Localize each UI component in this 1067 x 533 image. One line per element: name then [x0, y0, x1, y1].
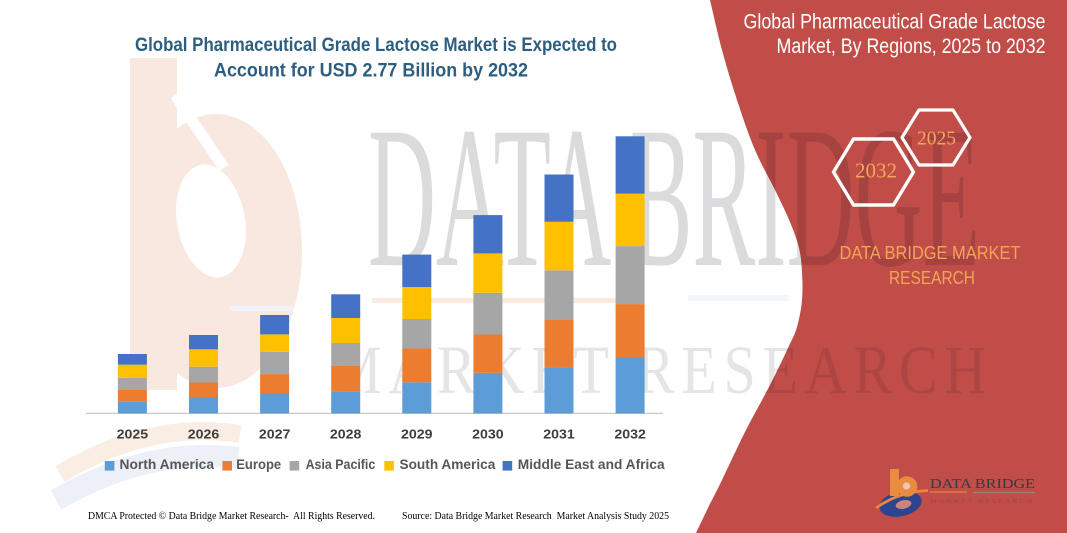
- svg-text:2026: 2026: [188, 427, 220, 442]
- svg-text:2025: 2025: [117, 427, 149, 442]
- svg-text:DMCA Protected © Data Bridge M: DMCA Protected © Data Bridge Market Rese…: [88, 511, 375, 522]
- svg-text:Market, By Regions, 2025 to 20: Market, By Regions, 2025 to 2032: [777, 35, 1046, 58]
- svg-text:Global Pharmaceutical Grade La: Global Pharmaceutical Grade Lactose Mark…: [135, 35, 617, 56]
- svg-text:Account for USD 2.77 Billion b: Account for USD 2.77 Billion by 2032: [214, 60, 528, 81]
- svg-text:Europe: Europe: [236, 457, 281, 472]
- svg-text:RESEARCH: RESEARCH: [889, 267, 975, 288]
- svg-text:2029: 2029: [401, 427, 433, 442]
- svg-text:Global Pharmaceutical Grade La: Global Pharmaceutical Grade Lactose: [744, 11, 1046, 34]
- svg-text:2025: 2025: [917, 129, 956, 150]
- svg-text:2032: 2032: [614, 427, 646, 442]
- svg-text:South America: South America: [400, 457, 496, 472]
- svg-text:2027: 2027: [259, 427, 291, 442]
- svg-text:MARKET RESEARCH: MARKET RESEARCH: [930, 498, 1034, 505]
- svg-text:2028: 2028: [330, 427, 362, 442]
- svg-text:Middle East and Africa: Middle East and Africa: [518, 457, 665, 472]
- svg-text:North America: North America: [120, 457, 215, 472]
- svg-text:2032: 2032: [855, 159, 897, 183]
- svg-text:Source: Data Bridge Market Res: Source: Data Bridge Market Research Mark…: [402, 511, 669, 522]
- svg-text:DATA BRIDGE: DATA BRIDGE: [930, 476, 1035, 491]
- svg-text:DATA BRIDGE MARKET: DATA BRIDGE MARKET: [840, 242, 1021, 263]
- svg-text:2031: 2031: [543, 427, 575, 442]
- svg-text:Asia Pacific: Asia Pacific: [306, 457, 376, 472]
- svg-text:2030: 2030: [472, 427, 504, 442]
- svg-text:MARKET RESEARCH: MARKET RESEARCH: [330, 332, 993, 408]
- svg-text:DATA BRIDGE: DATA BRIDGE: [368, 85, 980, 309]
